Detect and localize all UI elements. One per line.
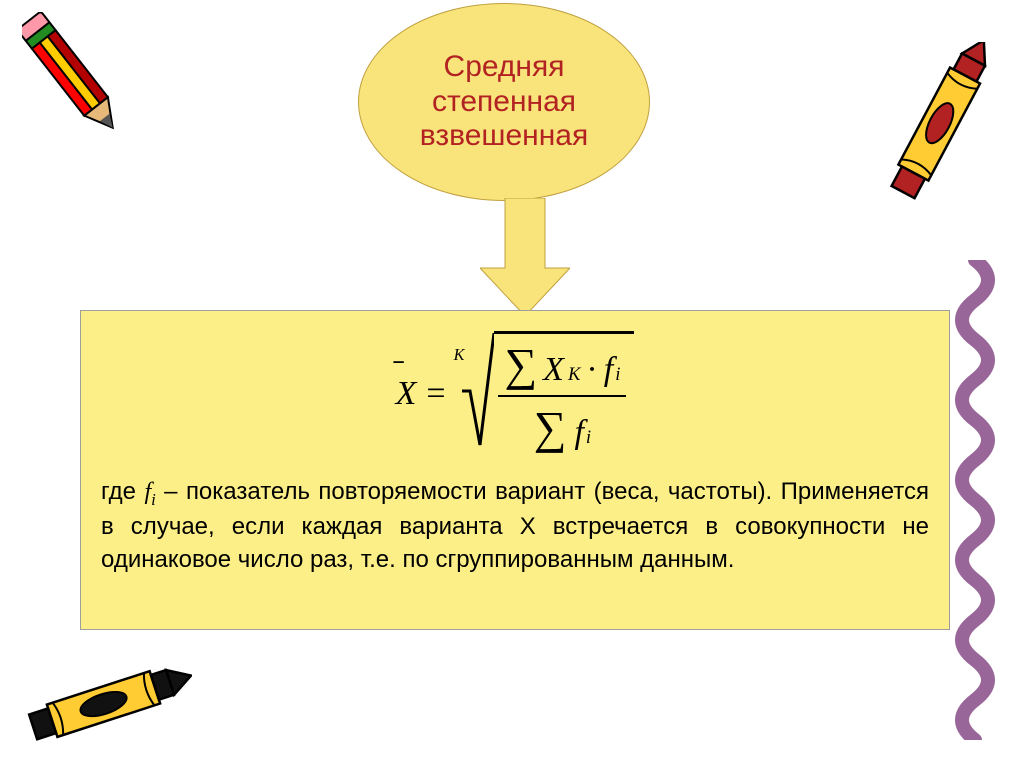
desc-pre: где	[101, 478, 144, 505]
formula: ̄ X = K ∑ X K ·	[101, 329, 929, 458]
formula-fraction: ∑ X K · f i ∑	[498, 338, 626, 454]
num-f: f	[604, 351, 613, 389]
crayon-bl-icon	[22, 660, 192, 755]
den-f: f	[574, 414, 583, 452]
crayon-tr-svg	[880, 42, 990, 222]
pencil-svg	[22, 12, 132, 152]
formula-radical: ∑ X K · f i ∑	[460, 329, 634, 458]
desc-rest: – показатель повторяемости вариант (веса…	[101, 478, 929, 573]
title-text: Средняя степенная взвешенная	[359, 50, 649, 154]
formula-equals: =	[426, 375, 445, 413]
desc-var: fi	[144, 479, 155, 505]
title-ellipse: Средняя степенная взвешенная	[358, 3, 650, 201]
crayon-bl-svg	[22, 660, 192, 750]
description-text: где fi – показатель повторяемости вариан…	[101, 476, 929, 576]
content-box: ̄ X = K ∑ X K ·	[80, 310, 950, 630]
num-f-sub: i	[615, 364, 620, 386]
squiggle-svg	[940, 260, 1010, 740]
formula-numerator: ∑ X K · f i	[498, 338, 626, 395]
formula-lhs: ̄ X	[396, 375, 417, 413]
arrow-down-icon	[480, 198, 570, 321]
pencil-decoration-icon	[22, 12, 132, 157]
sum-icon: ∑	[504, 338, 537, 391]
crayon-tr-icon	[880, 42, 990, 227]
radical-icon	[460, 329, 494, 449]
sum-icon: ∑	[534, 401, 567, 454]
den-f-sub: i	[586, 427, 591, 449]
arrow-svg	[480, 198, 570, 316]
num-exp: K	[568, 364, 580, 386]
formula-denominator: ∑ f i	[528, 397, 597, 454]
num-dot: ·	[586, 351, 597, 389]
num-var: X	[543, 351, 564, 389]
squiggle-icon	[940, 260, 1010, 745]
